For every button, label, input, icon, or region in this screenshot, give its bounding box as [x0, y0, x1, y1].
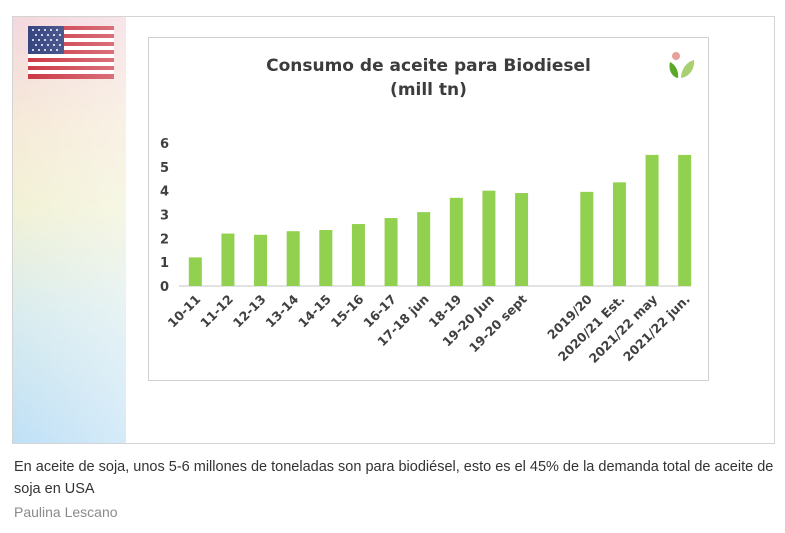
x-tick-label: 13-14: [262, 291, 301, 330]
bar-chart: 012345610-1111-1212-1313-1414-1515-1616-…: [160, 137, 693, 366]
bar: [254, 234, 268, 286]
figure-author: Paulina Lescano: [14, 504, 118, 520]
bar: [417, 212, 431, 286]
figure-frame: Consumo de aceite para Biodiesel (mill t…: [12, 16, 775, 444]
y-tick-label: 1: [160, 256, 169, 271]
bar: [645, 154, 659, 286]
bar: [221, 233, 235, 286]
bar: [286, 231, 300, 286]
y-tick-label: 2: [160, 232, 169, 247]
gradient-strip: [13, 17, 126, 443]
bar: [449, 197, 463, 286]
y-tick-label: 6: [160, 137, 169, 152]
bar: [384, 218, 398, 286]
x-tick-label: 10-11: [165, 292, 204, 331]
y-tick-label: 5: [160, 161, 169, 176]
x-tick-label: 12-13: [230, 292, 269, 331]
x-tick-label: 11-12: [197, 292, 236, 331]
y-tick-label: 0: [160, 280, 169, 295]
bar: [515, 193, 529, 286]
chart-title: Consumo de aceite para Biodiesel (mill t…: [149, 54, 708, 102]
chart-title-line2: (mill tn): [390, 80, 467, 100]
chart-title-line1: Consumo de aceite para Biodiesel: [266, 56, 591, 76]
leaf-logo-icon: [669, 52, 695, 78]
x-tick-label: 14-15: [295, 292, 334, 331]
chart-panel: Consumo de aceite para Biodiesel (mill t…: [148, 37, 709, 381]
bar: [319, 229, 333, 286]
y-tick-label: 3: [160, 209, 169, 224]
bar: [188, 257, 202, 286]
usa-flag-icon: [28, 26, 114, 79]
y-tick-label: 4: [160, 185, 169, 200]
bar: [351, 224, 365, 286]
x-tick-label: 15-16: [328, 291, 367, 330]
bar: [482, 190, 496, 286]
bar: [678, 154, 692, 286]
bar: [580, 191, 594, 286]
figure-caption: En aceite de soja, unos 5-6 millones de …: [14, 459, 774, 497]
bar: [612, 182, 626, 286]
